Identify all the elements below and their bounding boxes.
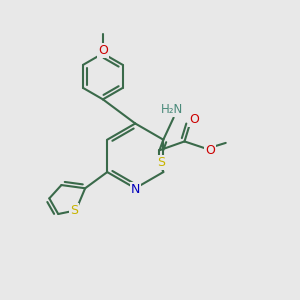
Text: O: O: [205, 144, 215, 157]
Text: O: O: [189, 113, 199, 126]
Text: O: O: [98, 44, 108, 57]
Text: S: S: [157, 157, 165, 169]
Text: S: S: [70, 204, 78, 217]
Text: H₂N: H₂N: [161, 103, 183, 116]
Text: N: N: [130, 183, 140, 196]
